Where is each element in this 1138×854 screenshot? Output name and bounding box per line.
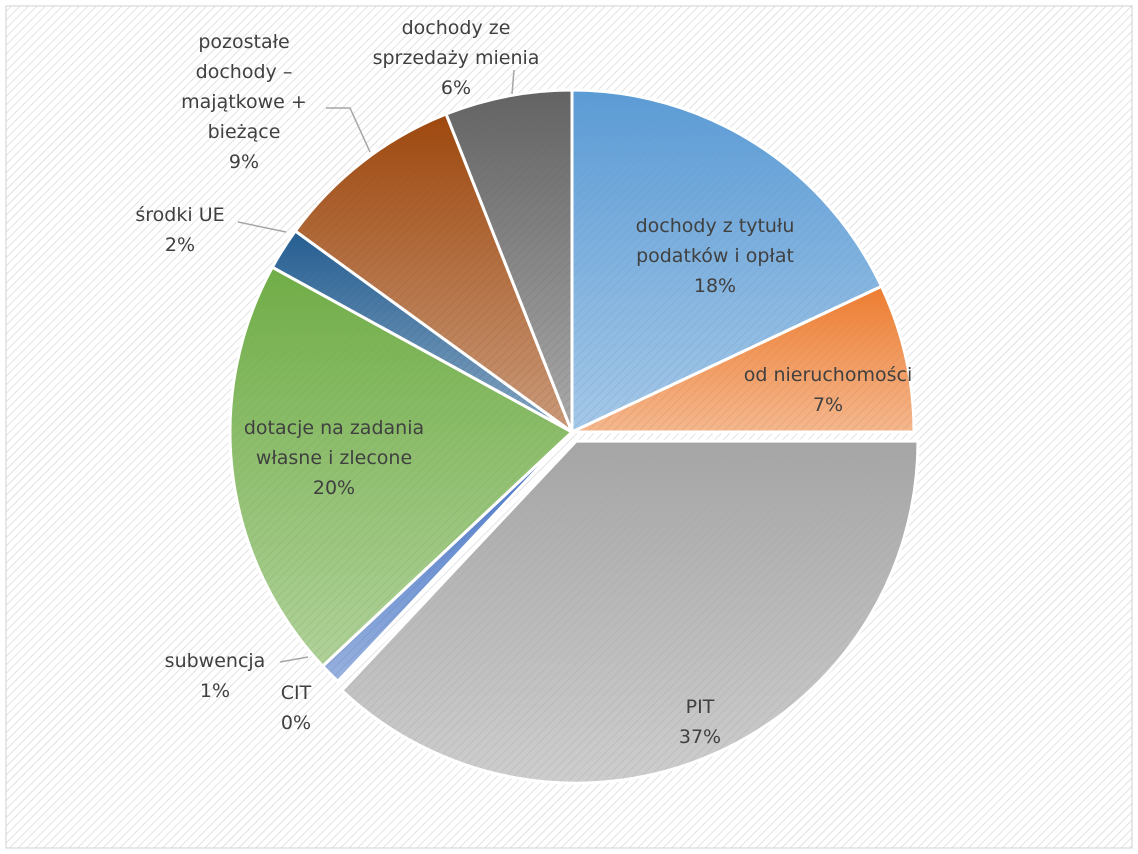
slice-name: CIT: [280, 682, 312, 704]
pie-slice: [444, 88, 574, 433]
slice-label: środki UE 2%: [110, 200, 250, 260]
slice-name: dochody z tytułu podatków i opłat: [635, 215, 795, 267]
slice-value: 20%: [312, 477, 356, 499]
slice-name: subwencja: [164, 650, 266, 672]
pie-slice: [339, 439, 920, 785]
pie-slice: [570, 88, 884, 435]
slice-label: dochody ze sprzedaży mienia 6%: [351, 13, 561, 103]
slice-label: pozostałe dochody – majątkowe + bieżące 9…: [159, 27, 329, 177]
slice-label: dotacje na zadania własne i zlecone 20%: [234, 413, 434, 503]
slice-value: 18%: [693, 275, 737, 297]
leader-lines: [237, 69, 515, 663]
slice-name: dotacje na zadania własne i zlecone: [243, 417, 425, 469]
slice-label: subwencja 1%: [140, 646, 290, 706]
slice-value: 9%: [228, 151, 260, 173]
slice-name: od nieruchomości: [743, 364, 913, 386]
leader-line: [511, 69, 515, 95]
pie-slice: [228, 265, 575, 669]
slice-value: 37%: [678, 726, 722, 748]
pie-slice: [571, 284, 916, 434]
slice-value: 6%: [440, 77, 472, 99]
slice-name: dochody ze sprzedaży mienia: [372, 17, 540, 69]
slice-name: pozostałe dochody – majątkowe + bieżące: [181, 31, 307, 143]
slice-value: 7%: [812, 394, 844, 416]
slice-label: dochody z tytułu podatków i opłat 18%: [600, 211, 830, 301]
leader-line: [237, 221, 287, 233]
leader-line: [279, 656, 309, 663]
slice-value: 1%: [199, 680, 231, 702]
slice-label: od nieruchomości 7%: [738, 360, 918, 420]
slice-name: środki UE: [135, 204, 225, 226]
slice-label: PIT 37%: [640, 692, 760, 752]
slice-name: PIT: [685, 696, 715, 718]
slice-value: 0%: [280, 712, 312, 734]
slice-value: 2%: [164, 234, 196, 256]
pie-slice: [293, 112, 576, 437]
leader-line: [326, 107, 371, 153]
pie: [228, 88, 920, 785]
slice-label: CIT 0%: [256, 678, 336, 738]
